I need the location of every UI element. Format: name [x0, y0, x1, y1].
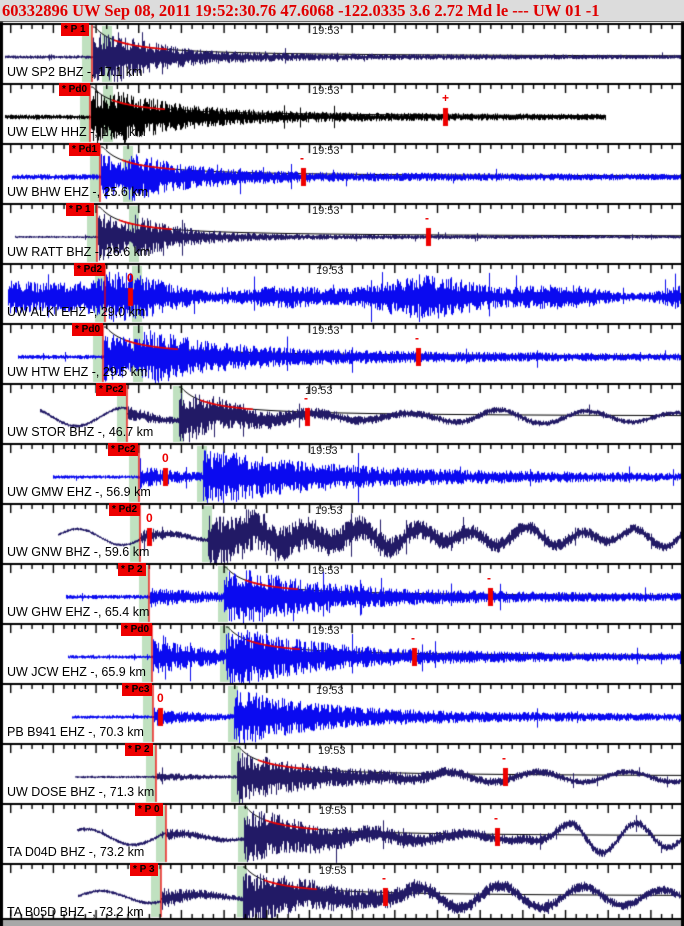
- amplitude-marker-label[interactable]: -: [502, 751, 506, 765]
- pick-flag[interactable]: * Pd0: [72, 323, 104, 336]
- pick-flag[interactable]: * Pd0: [121, 623, 153, 636]
- amplitude-marker-label[interactable]: 0: [157, 691, 164, 705]
- minute-time-label: 19:53: [312, 145, 340, 157]
- minute-time-label: 19:53: [312, 565, 340, 577]
- minute-time-label: 19:53: [312, 85, 340, 97]
- pick-flag[interactable]: * Pc2: [96, 383, 127, 396]
- amplitude-marker-label[interactable]: -: [494, 811, 498, 825]
- trace-station-label: UW STOR BHZ -, 46.7 km: [7, 425, 154, 439]
- amplitude-marker-label[interactable]: +: [442, 91, 450, 105]
- pick-flag[interactable]: * P 1: [61, 23, 89, 36]
- trace-station-label: UW JCW EHZ -, 65.9 km: [7, 665, 146, 679]
- minute-time-label: 19:53: [316, 265, 344, 277]
- amplitude-marker-label[interactable]: 0: [162, 451, 169, 465]
- amplitude-marker-label[interactable]: -: [300, 151, 304, 165]
- trace-station-label: UW BHW EHZ -, 25.6 km: [7, 185, 148, 199]
- trace-station-label: UW ALKI EHZ -, 29.0 km: [7, 305, 146, 319]
- pick-flag[interactable]: * Pd2: [109, 503, 141, 516]
- pick-flag[interactable]: * Pc3: [122, 683, 153, 696]
- minute-time-label: 19:53: [318, 745, 346, 757]
- amplitude-marker-label[interactable]: -: [304, 391, 308, 405]
- amplitude-marker-label[interactable]: 0: [146, 511, 153, 525]
- pick-flag[interactable]: * Pc2: [108, 443, 139, 456]
- minute-time-label: 19:53: [312, 25, 340, 37]
- amplitude-marker-label[interactable]: -: [382, 871, 386, 885]
- trace-station-label: UW GMW EHZ -, 56.9 km: [7, 485, 151, 499]
- amplitude-marker-label[interactable]: -: [487, 571, 491, 585]
- trace-station-label: UW HTW EHZ -, 29.5 km: [7, 365, 148, 379]
- minute-time-label: 19:53: [312, 205, 340, 217]
- amplitude-marker-label[interactable]: -: [425, 211, 429, 225]
- amplitude-marker-label[interactable]: -: [411, 631, 415, 645]
- pick-flag[interactable]: * Pd1: [69, 143, 101, 156]
- pick-flag[interactable]: * P 3: [130, 863, 158, 876]
- trace-station-label: TA B05D BHZ -, 73.2 km: [7, 905, 144, 919]
- pick-flag[interactable]: * P 0: [135, 803, 163, 816]
- amplitude-marker-label[interactable]: -: [415, 331, 419, 345]
- pick-flag[interactable]: * Pd2: [74, 263, 106, 276]
- minute-time-label: 19:53: [312, 325, 340, 337]
- trace-station-label: TA D04D BHZ -, 73.2 km: [7, 845, 145, 859]
- pick-flag[interactable]: * P 2: [118, 563, 146, 576]
- amplitude-marker-label[interactable]: 0: [127, 271, 134, 285]
- minute-time-label: 19:53: [319, 865, 347, 877]
- minute-time-label: 19:53: [305, 385, 333, 397]
- trace-station-label: UW ELW HHZ -, 17.4 km: [7, 125, 146, 139]
- trace-station-label: PB B941 EHZ -, 70.3 km: [7, 725, 144, 739]
- minute-time-label: 19:53: [315, 505, 343, 517]
- trace-station-label: UW DOSE BHZ -, 71.3 km: [7, 785, 155, 799]
- minute-time-label: 19:53: [316, 685, 344, 697]
- trace-station-label: UW GNW BHZ -, 59.6 km: [7, 545, 150, 559]
- minute-time-label: 19:53: [310, 445, 338, 457]
- trace-station-label: UW RATT BHZ -, 26.6 km: [7, 245, 151, 259]
- pick-flag[interactable]: * P 2: [125, 743, 153, 756]
- minute-time-label: 19:53: [312, 625, 340, 637]
- trace-station-label: UW SP2 BHZ -, 17.1 km: [7, 65, 143, 79]
- trace-station-label: UW GHW EHZ -, 65.4 km: [7, 605, 150, 619]
- pick-flag[interactable]: * Pd0: [59, 83, 91, 96]
- pick-flag[interactable]: * P 1: [66, 203, 94, 216]
- minute-time-label: 19:53: [319, 805, 347, 817]
